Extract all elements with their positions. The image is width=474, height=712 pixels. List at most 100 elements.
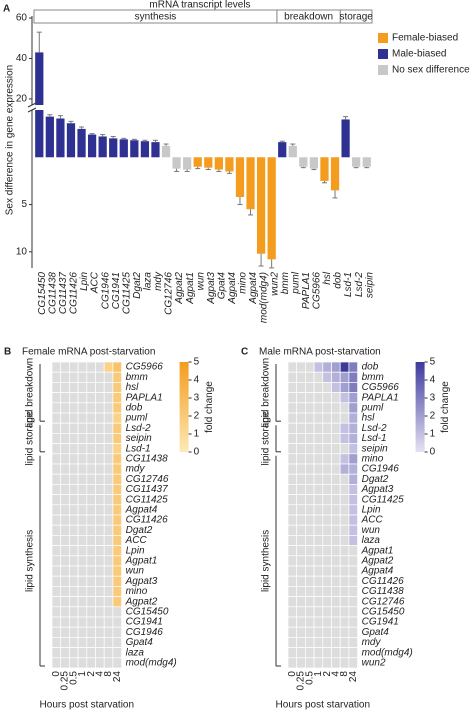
bar: [288, 145, 297, 158]
heat-cell: [322, 422, 332, 434]
heat-cell: [77, 382, 88, 393]
heat-cell: [103, 555, 114, 567]
heat-cell: [69, 606, 79, 618]
heat-cell: [51, 575, 62, 587]
heat-cell: [60, 596, 70, 608]
heat-cell: [95, 626, 105, 638]
x-tick-label: seipin: [364, 272, 375, 299]
heat-cell: [331, 596, 341, 608]
heat-cell: [305, 453, 315, 465]
heat-cell: [322, 514, 332, 526]
heat-cell: [296, 514, 306, 526]
row-label: Agpat3: [125, 576, 158, 587]
colorbar-tick-label: 1: [194, 429, 200, 440]
x-tick-label: 1: [313, 671, 324, 677]
heat-cell: [348, 606, 358, 618]
row-label: PAPLA1: [362, 392, 399, 403]
heat-cell: [103, 473, 114, 485]
heat-cell: [313, 616, 324, 628]
heat-cell: [296, 647, 306, 659]
heat-cell: [77, 433, 88, 444]
bar: [56, 118, 65, 158]
heat-cell: [60, 494, 70, 506]
x-tick-label: CG11426: [69, 272, 80, 315]
colorbar-tick-label: 2: [194, 411, 200, 422]
heat-cell: [322, 412, 332, 424]
heat-cell: [86, 463, 96, 475]
row-label: hsl: [362, 413, 376, 424]
heat-cell: [287, 626, 298, 638]
heat-cell: [296, 484, 306, 495]
bar: [183, 157, 192, 170]
heat-cell: [322, 657, 332, 669]
x-axis-label: Hours post starvation: [276, 700, 371, 711]
heat-cell: [95, 535, 105, 546]
heat-cell: [103, 453, 114, 465]
heat-cell: [77, 586, 88, 597]
heat-cell: [322, 565, 332, 577]
heat-cell: [60, 473, 70, 485]
row-label: wun2: [362, 658, 386, 669]
x-tick-label: CG5966: [312, 272, 323, 310]
heat-cell: [348, 596, 358, 608]
heat-cell: [69, 371, 79, 383]
heat-cell: [103, 586, 114, 597]
heat-cell: [103, 402, 114, 414]
heat-cell: [296, 371, 306, 383]
heat-cell: [339, 412, 350, 424]
heat-cell: [60, 463, 70, 475]
heat-cell: [287, 504, 298, 516]
heat-cell: [313, 637, 324, 648]
heat-cell: [296, 555, 306, 567]
heat-cell: [86, 596, 96, 608]
heat-cell: [305, 484, 315, 495]
heat-cell: [60, 504, 70, 516]
heat-cell: [296, 565, 306, 577]
heat-cell: [103, 647, 114, 659]
heat-cell: [69, 535, 79, 546]
row-label: Lsd-1: [126, 443, 151, 454]
heat-cell: [348, 524, 358, 536]
heat-cell: [51, 443, 62, 455]
row-label: mdy: [126, 464, 146, 475]
heat-cell: [348, 555, 358, 567]
heat-cell: [331, 443, 341, 455]
heat-cell: [339, 463, 350, 475]
heat-cell: [313, 453, 324, 465]
heat-cell: [95, 382, 105, 393]
heat-cell: [95, 484, 105, 495]
heat-cell: [339, 647, 350, 659]
group-header: [339, 9, 373, 24]
heat-cell: [339, 575, 350, 587]
x-tick-label: 0.25: [296, 671, 307, 691]
heat-cell: [86, 606, 96, 618]
row-label: dob: [126, 403, 143, 414]
heat-cell: [77, 422, 88, 434]
heat-cell: [313, 626, 324, 638]
heat-cell: [103, 392, 114, 404]
heat-cell: [322, 494, 332, 506]
heat-cell: [313, 443, 324, 455]
heat-cell: [348, 657, 358, 669]
heat-cell: [287, 422, 298, 434]
bar: [267, 157, 276, 260]
row-label: Dgat2: [362, 474, 389, 485]
heat-cell: [86, 616, 96, 628]
heat-cell: [112, 586, 122, 597]
heat-cell: [60, 453, 70, 465]
heat-cell: [287, 412, 298, 424]
bar: [151, 142, 160, 158]
heat-cell: [112, 545, 122, 557]
heat-cell: [331, 402, 341, 414]
heat-cell: [313, 647, 324, 659]
heat-cell: [77, 647, 88, 659]
heat-cell: [339, 637, 350, 648]
heat-cell: [95, 637, 105, 648]
row-label: CG11437: [126, 484, 169, 495]
heat-cell: [339, 402, 350, 414]
heat-cell: [348, 535, 358, 546]
row-label: laza: [362, 535, 381, 546]
heat-cell: [86, 484, 96, 495]
heat-cell: [86, 402, 96, 414]
heat-cell: [77, 524, 88, 536]
